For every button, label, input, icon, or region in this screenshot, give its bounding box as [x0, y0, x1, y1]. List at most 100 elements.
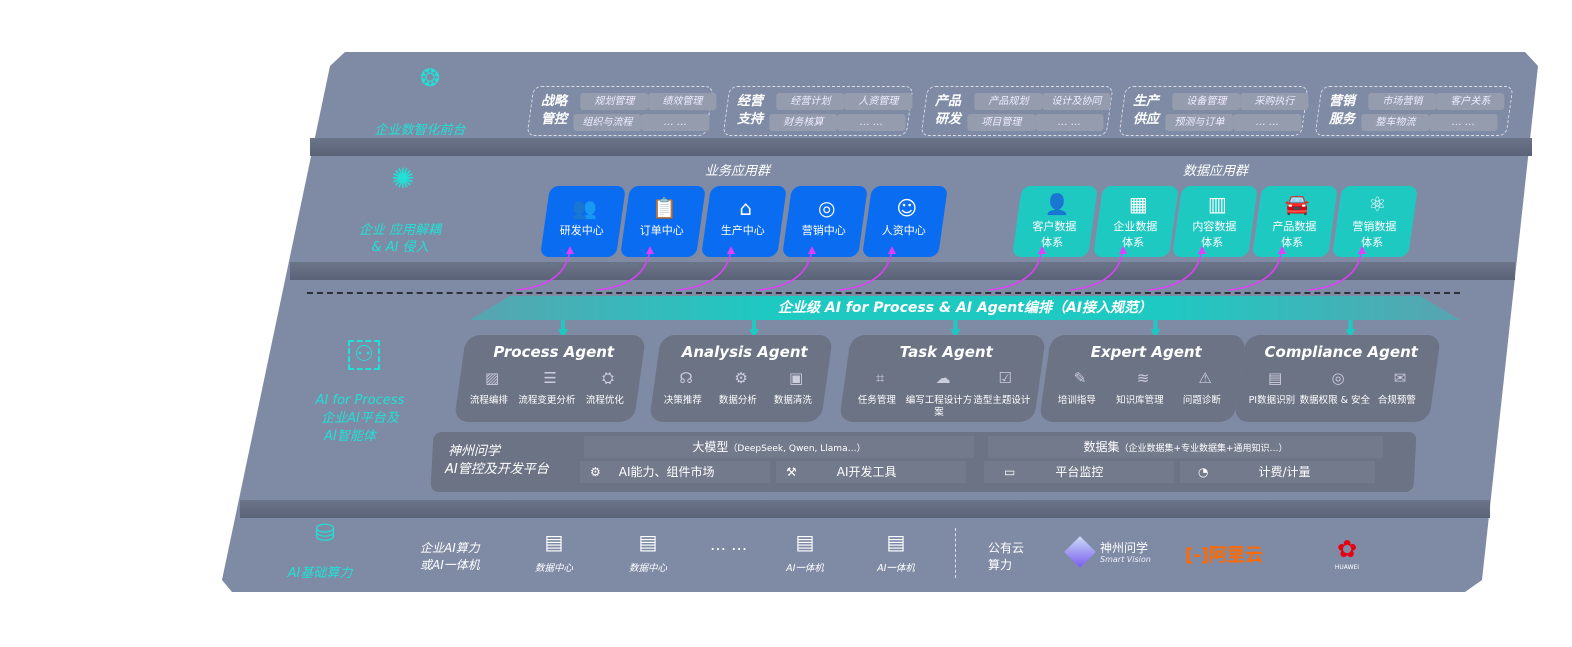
agent-capability-icon: ⛭ [602, 369, 615, 387]
arrow-head [1198, 246, 1206, 254]
front-layer-label: 企业数智化前台 [374, 123, 466, 138]
ai-market-tool[interactable]: ⚙ AI能力、组件市场 [580, 461, 770, 483]
orchestration-banner: 企业级 AI for Process & AI Agent编排（AI接入规范） [470, 296, 1460, 320]
face-scan-icon: ⚇ [348, 340, 380, 370]
agent-name: Process Agent [493, 343, 615, 361]
agent-capability-icon: ▤ [1267, 369, 1282, 387]
connector-arrow [516, 249, 571, 291]
agent-capability: 问题诊断 [1183, 395, 1222, 406]
link-arrow [1345, 320, 1356, 338]
server-label: AI一体机 [877, 563, 915, 574]
agent-capability-icon: ☊ [678, 369, 693, 387]
arrow-head [1038, 246, 1046, 254]
private-compute-label: 企业AI算力 或AI一体机 [420, 540, 480, 574]
vendor-smart-vision: 神州问学 [1100, 541, 1149, 555]
arrow-head [566, 246, 574, 254]
business-apps-title: 业务应用群 [705, 164, 771, 179]
tool-label: 计费/计量 [1258, 465, 1311, 479]
agent-capability-icon: ✎ [1073, 369, 1086, 387]
agent-card[interactable]: Analysis Agent ☊ 决策推荐 ⚙ 数据分析 ▣ 数据清洗 [648, 335, 834, 422]
agent-capability-icon: ☑ [998, 369, 1013, 387]
layer-divider [290, 262, 1515, 280]
server-label: 数据中心 [628, 563, 667, 574]
agent-capability-icon: ⚠ [1198, 369, 1213, 387]
server-item: ▤ 数据中心 [618, 530, 678, 574]
link-arrow [950, 320, 961, 338]
ellipsis: … … [710, 535, 748, 554]
private-label-2: 或AI一体机 [420, 558, 480, 572]
agent-capability-icon: ◎ [1331, 369, 1345, 387]
tool-label: AI能力、组件市场 [618, 465, 715, 479]
agent-capability: PI数据识别 [1248, 395, 1295, 406]
data-apps-title: 数据应用群 [1183, 164, 1249, 179]
agent-capability: 流程优化 [585, 395, 624, 406]
layer-divider [310, 138, 1532, 156]
link-arrow [1150, 320, 1161, 338]
agent-capability: 编写工程设计方案 [905, 395, 972, 418]
agent-name: Task Agent [899, 343, 993, 361]
connector-arrow [677, 249, 732, 291]
server-label: AI一体机 [786, 563, 824, 574]
ai-layer-label-1: AI for Process [315, 393, 405, 408]
agent-capability: 知识库管理 [1115, 395, 1164, 406]
connector-arrow [596, 249, 651, 291]
agent-capability: 数据权限 & 安全 [1299, 395, 1370, 406]
platform-title-2: AI管控及开发平台 [445, 462, 549, 477]
link-arrow [558, 320, 568, 338]
agent-card[interactable]: Compliance Agent ▤ PI数据识别 ◎ 数据权限 & 安全 ✉ 合规预警 [1233, 335, 1442, 422]
arrow-head [808, 246, 816, 254]
agent-capability-icon: ▣ [789, 369, 804, 387]
arrow-head [1358, 246, 1366, 254]
agent-capability-icon: ⌗ [875, 369, 884, 387]
agent-capability: 合规预警 [1378, 395, 1417, 406]
infra-divider [955, 528, 956, 578]
agent-card[interactable]: Expert Agent ✎ 培训指导 ≋ 知识库管理 ⚠ 问题诊断 [1038, 335, 1247, 422]
molecule-icon: ✺ [391, 162, 415, 195]
billing-tool[interactable]: ◔ 计费/计量 [1180, 461, 1375, 483]
agent-capability: 任务管理 [857, 395, 896, 406]
server-item: ▤ AI一体机 [866, 530, 926, 574]
server-icon: ▤ [544, 530, 564, 554]
dev-tool-icon: ⚒ [786, 465, 797, 479]
monitor-icon: ▭ [1004, 465, 1016, 479]
gauge-icon: ◔ [1198, 465, 1209, 479]
apps-layer-label-2: & AI 侵入 [371, 240, 429, 255]
tool-label: 平台监控 [1055, 465, 1104, 479]
layer-divider [240, 500, 1490, 518]
ai-layer-label-2: 企业AI平台及 [321, 411, 399, 426]
dataset-label: 数据集 [1083, 440, 1120, 454]
public-compute-label: 公有云 算力 [988, 540, 1024, 574]
agent-capability-icon: ▨ [484, 369, 500, 387]
connector-arrow [838, 249, 893, 291]
llm-bar: 大模型（DeepSeek, Qwen, Llama…） [584, 436, 974, 458]
infra-layer-label: AI基础算力 [287, 566, 353, 581]
vendor-huawei: HUAWEI [1334, 564, 1360, 571]
link-arrow [749, 320, 759, 338]
private-label-1: 企业AI算力 [420, 541, 480, 555]
agent-card[interactable]: Task Agent ⌗ 任务管理 ☁ 编写工程设计方案 ☑ 造型主题设计 [838, 335, 1047, 422]
arrow-head [727, 246, 735, 254]
llm-note: （DeepSeek, Qwen, Llama…） [728, 444, 866, 454]
monitor-tool[interactable]: ▭ 平台监控 [984, 461, 1174, 483]
arrow-head [1278, 246, 1286, 254]
server-item: ▤ 数据中心 [524, 530, 584, 574]
aliyun-logo-icon: [-] [1185, 545, 1209, 566]
agent-capability: 数据清洗 [774, 395, 813, 406]
agent-capability-icon: ✉ [1394, 369, 1407, 387]
server-label: 数据中心 [534, 563, 573, 574]
ai-dev-tool[interactable]: ⚒ AI开发工具 [776, 461, 966, 483]
arrow-head [1119, 246, 1127, 254]
ai-layer-label-3: AI智能体 [324, 429, 376, 444]
agent-capability-icon: ☁ [935, 369, 951, 387]
connector-arrow [1228, 249, 1283, 291]
agent-card[interactable]: Process Agent ▨ 流程编排 ☰ 流程变更分析 ⛭ 流程优化 [453, 335, 647, 422]
vendor-smart-vision-sub: Smart Vision [1100, 555, 1151, 564]
llm-label: 大模型 [692, 440, 729, 454]
server-item: ▤ AI一体机 [775, 530, 835, 574]
connector-arrow [1148, 249, 1203, 291]
brain-icon: ❂ [419, 64, 441, 92]
dataset-bar: 数据集（企业数据集+专业数据集+通用知识…） [988, 436, 1383, 458]
server-icon: ▤ [638, 530, 658, 554]
platform-title-1: 神州问学 [448, 444, 501, 459]
agent-name: Compliance Agent [1264, 343, 1418, 361]
